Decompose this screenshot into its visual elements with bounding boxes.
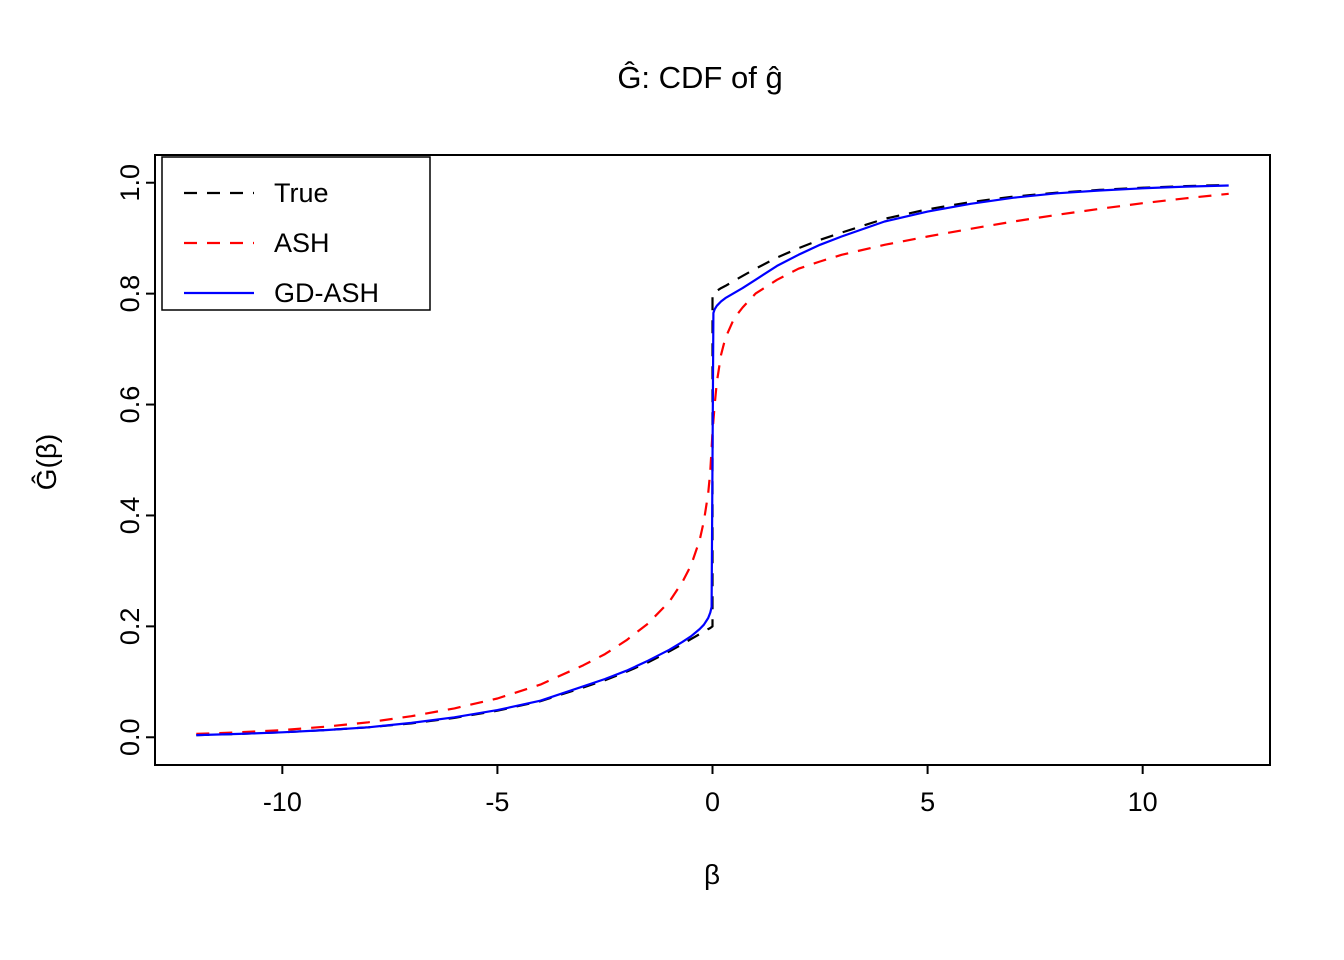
x-tick-label: -10 — [263, 787, 302, 817]
y-tick-label: 0.8 — [115, 275, 145, 313]
x-axis-label: β — [704, 859, 720, 890]
x-tick-label: 5 — [920, 787, 935, 817]
series-gd-ash-line — [196, 184, 1229, 737]
x-tick-label: 10 — [1128, 787, 1158, 817]
y-tick-label: 0.6 — [115, 386, 145, 424]
y-tick-label: 0.2 — [115, 608, 145, 646]
legend-label: GD-ASH — [274, 278, 379, 308]
chart-title: Ĝ: CDF of ĝ — [617, 60, 782, 95]
legend-box — [161, 156, 431, 311]
plot-layer: -10 -5 0 5 10 0.0 0.2 0.4 0.6 0.8 1.0 True ASH GD-ASH — [115, 154, 1271, 817]
y-tick-label: 0.4 — [115, 497, 145, 535]
x-tick-label: 0 — [705, 787, 720, 817]
legend-label: ASH — [274, 228, 330, 258]
y-axis-label: Ĝ(β) — [31, 434, 62, 491]
legend-label: True — [274, 178, 329, 208]
y-tick-label: 0.0 — [115, 718, 145, 756]
plot-border — [154, 154, 1271, 766]
x-tick-label: -5 — [485, 787, 509, 817]
y-tick-label: 1.0 — [115, 164, 145, 202]
